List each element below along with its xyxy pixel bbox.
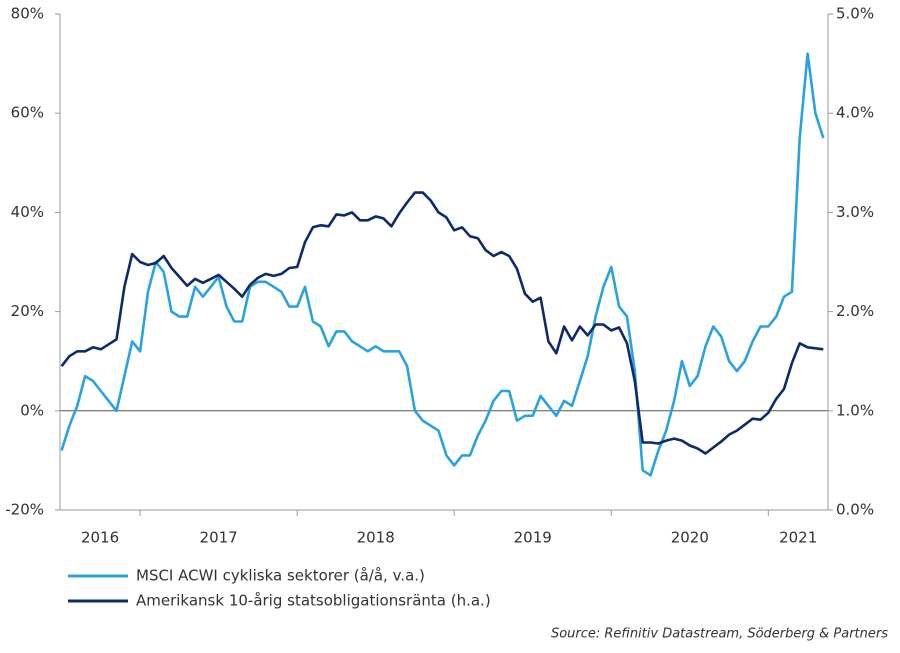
y2-tick-label: 1.0%: [836, 401, 874, 419]
x-tick-label: 2019: [514, 529, 552, 547]
y2-tick-label: 4.0%: [836, 104, 874, 122]
x-tick-label: 2018: [357, 529, 395, 547]
y-tick-label: 40%: [11, 203, 44, 221]
y-tick-label: -20%: [5, 501, 44, 519]
y2-tick-label: 2.0%: [836, 302, 874, 320]
legend-label: Amerikansk 10-årig statsobligationsränta…: [136, 592, 491, 610]
y-tick-label: 20%: [11, 302, 44, 320]
x-tick-label: 2021: [779, 529, 817, 547]
y2-tick-label: 3.0%: [836, 203, 874, 221]
series-line: [60, 191, 824, 455]
x-tick-label: 2020: [671, 529, 709, 547]
y-tick-label: 60%: [11, 104, 44, 122]
x-tick-label: 2017: [200, 529, 238, 547]
y2-tick-label: 0.0%: [836, 501, 874, 519]
y-tick-label: 80%: [11, 5, 44, 23]
x-tick-label: 2016: [81, 529, 119, 547]
source-note: Source: Refinitiv Datastream, Söderberg …: [551, 627, 888, 642]
series-line: [60, 52, 825, 477]
y2-tick-label: 5.0%: [836, 5, 874, 23]
legend-label: MSCI ACWI cykliska sektorer (å/å, v.a.): [136, 567, 425, 585]
y-tick-label: 0%: [20, 401, 44, 419]
